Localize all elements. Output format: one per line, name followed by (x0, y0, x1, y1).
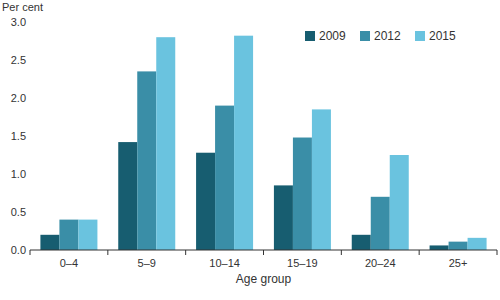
y-tick (27, 60, 30, 61)
bar (449, 242, 468, 250)
bar (293, 138, 312, 250)
y-tick-label: 1.0 (11, 168, 26, 180)
x-tick-label: 15–19 (287, 257, 318, 269)
x-tick (419, 250, 420, 255)
x-tick-label: 0–4 (60, 257, 78, 269)
y-tick (27, 22, 30, 23)
bar (215, 106, 234, 250)
y-tick (27, 98, 30, 99)
x-tick-label: 20–24 (365, 257, 396, 269)
bars (40, 36, 486, 250)
legend-swatch (305, 31, 315, 41)
legend-label: 2015 (429, 29, 456, 43)
y-tick-label: 3.0 (11, 16, 26, 28)
legend-swatch (360, 31, 370, 41)
y-tick (27, 136, 30, 137)
y-tick-label: 0.5 (11, 206, 26, 218)
chart-container: Per cent 0.0 0.5 1.0 1.5 2.0 2.5 3.0 0–4 5–9 10–14… (0, 0, 500, 300)
y-tick-label: 1.5 (11, 130, 26, 142)
bar (274, 185, 293, 250)
y-tick (27, 174, 30, 175)
x-tick-label: 25+ (449, 257, 468, 269)
x-axis-label: Age group (236, 272, 292, 286)
bar (312, 109, 331, 250)
x-tick (263, 250, 264, 255)
chart: Per cent 0.0 0.5 1.0 1.5 2.0 2.5 3.0 0–4 5–9 10–14… (0, 0, 500, 300)
bar (156, 37, 175, 250)
y-axis-label: Per cent (2, 1, 43, 13)
bar (371, 197, 390, 250)
x-tick-label: 10–14 (209, 257, 240, 269)
x-tick (185, 250, 186, 255)
x-tick (107, 250, 108, 255)
bar (390, 155, 409, 250)
bar (78, 220, 97, 250)
x-tick-label: 5–9 (138, 257, 156, 269)
x-tick (30, 250, 31, 255)
bar (137, 71, 156, 250)
bar (59, 220, 78, 250)
y-tick-label: 0.0 (11, 244, 26, 256)
bar (196, 153, 215, 250)
bar (234, 36, 253, 250)
y-tick-label: 2.5 (11, 54, 26, 66)
bar (118, 142, 137, 250)
bar (430, 245, 449, 250)
x-tick (497, 250, 498, 255)
bar (40, 235, 59, 250)
legend-swatch (415, 31, 425, 41)
x-tick (341, 250, 342, 255)
y-tick-label: 2.0 (11, 92, 26, 104)
legend-label: 2012 (374, 29, 401, 43)
bar (468, 238, 487, 250)
bar (352, 235, 371, 250)
legend: 2009 2012 2015 (305, 29, 456, 43)
legend-label: 2009 (319, 29, 346, 43)
y-tick (27, 212, 30, 213)
